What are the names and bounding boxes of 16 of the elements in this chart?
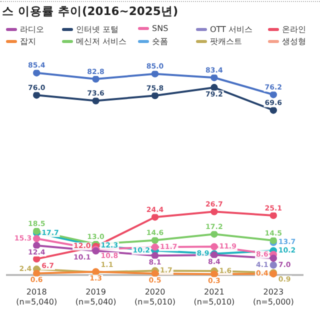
legend-label: 팟캐스트 — [209, 36, 242, 47]
legend-label: OTT 서비스 — [209, 24, 252, 35]
x-tick-label: 2023 (n=5,000) — [252, 288, 294, 306]
legend-label: 온라인 — [281, 24, 306, 35]
x-tick-label: 2020 (n=5,010) — [134, 288, 176, 306]
legend-label: 라디오 — [19, 24, 44, 35]
legend-label: 인터넷 포털 — [75, 24, 119, 35]
legend-label: SNS — [151, 24, 168, 33]
legend-label: 생성형 — [281, 36, 306, 47]
x-tick-label: 2018 (n=5,040) — [16, 288, 58, 306]
legend-label: 잡지 — [19, 36, 36, 47]
x-tick-label: 2021 (n=5,010) — [194, 288, 235, 306]
legend-label: 메신저 서비스 — [75, 36, 127, 47]
legend-label: 숏폼 — [151, 36, 168, 47]
chart-title: 스 이용률 추이(2016~2025년) — [2, 4, 178, 19]
x-tick-label: 2019 (n=5,040) — [75, 288, 116, 306]
